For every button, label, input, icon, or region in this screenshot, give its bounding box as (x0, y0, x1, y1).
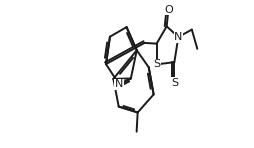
Text: O: O (164, 5, 173, 15)
Text: N: N (174, 32, 183, 42)
Text: S: S (153, 59, 160, 69)
Text: N: N (115, 79, 123, 89)
Text: S: S (171, 78, 178, 88)
